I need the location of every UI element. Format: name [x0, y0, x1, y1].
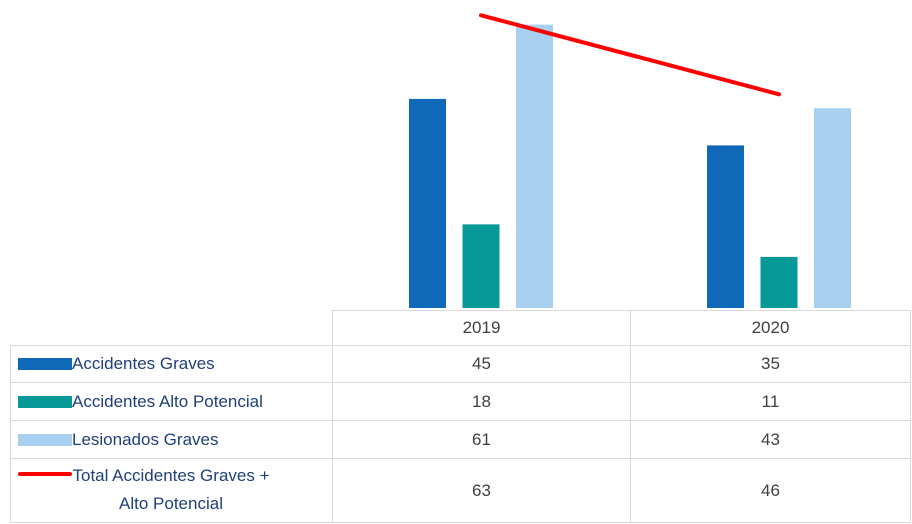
value-cell: 18	[332, 382, 631, 421]
bar	[516, 25, 553, 308]
value-cell: 61	[332, 420, 631, 459]
legend-swatch	[18, 396, 72, 408]
value-cell: 43	[630, 420, 911, 459]
legend-swatch	[18, 472, 72, 476]
legend-cell: Accidentes Alto Potencial	[10, 382, 333, 421]
chart: 20192020 Accidentes Graves 4535 Accidentes …	[0, 0, 912, 524]
bar	[707, 145, 744, 308]
legend-label: Total Accidentes Graves + Alto Potencial	[71, 462, 271, 518]
legend-cell: Accidentes Graves	[10, 345, 333, 383]
value-cell: 35	[630, 345, 911, 383]
legend-label: Accidentes Graves	[72, 354, 215, 374]
legend-cell: Total Accidentes Graves + Alto Potencial	[10, 458, 333, 523]
value-cell: 46	[630, 458, 911, 523]
legend-cell: Lesionados Graves	[10, 420, 333, 459]
value-cell: 11	[630, 382, 911, 421]
category-header: 2019	[332, 310, 631, 346]
value-cell: 45	[332, 345, 631, 383]
legend-swatch	[18, 358, 72, 370]
bar	[814, 108, 851, 308]
legend-label: Lesionados Graves	[72, 430, 218, 450]
bar	[463, 224, 500, 308]
legend-label: Accidentes Alto Potencial	[72, 392, 263, 412]
legend-swatch	[18, 434, 72, 446]
category-header: 2020	[630, 310, 911, 346]
bar	[761, 257, 798, 308]
plot	[0, 0, 912, 310]
bar	[409, 99, 446, 308]
value-cell: 63	[332, 458, 631, 523]
